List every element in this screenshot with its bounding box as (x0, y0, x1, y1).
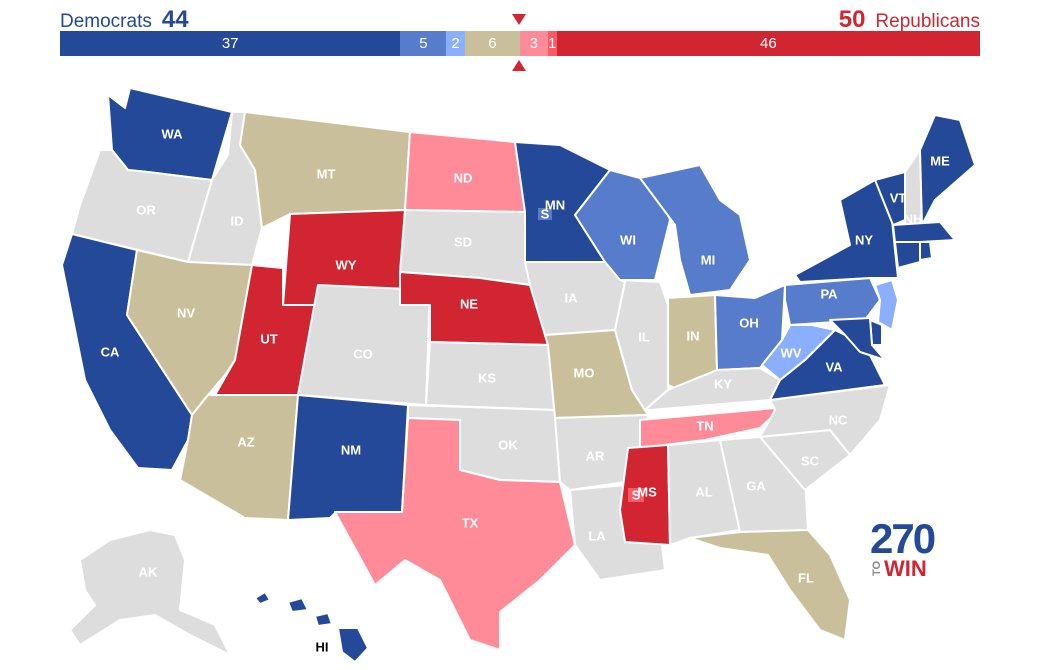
majority-marker-bottom (512, 60, 526, 71)
state-label-in: IN (687, 328, 700, 343)
logo-win: WIN (884, 556, 927, 581)
state-hi[interactable] (254, 591, 369, 663)
democrats-total: 44 (161, 6, 189, 33)
state-ri[interactable] (919, 241, 933, 261)
democrats-label: Democrats (60, 11, 152, 32)
state-label-fl: FL (798, 570, 814, 585)
state-label-pa: PA (820, 286, 838, 301)
logo-number: 270 (870, 515, 936, 562)
state-nm[interactable] (287, 394, 409, 521)
democrats-header: Democrats 44 (60, 6, 189, 34)
state-label-ia: IA (565, 290, 579, 305)
state-label-mn: MN (545, 197, 565, 212)
state-label-ks: KS (478, 370, 496, 385)
state-label-ak: AK (139, 564, 158, 579)
state-label-az: AZ (237, 434, 254, 449)
state-label-ok: OK (498, 437, 518, 452)
state-label-tn: TN (696, 418, 713, 433)
state-label-oh: OH (739, 315, 759, 330)
state-label-la: LA (588, 528, 606, 543)
state-label-or: OR (136, 202, 156, 217)
bar-segment-tossup: 6 (464, 31, 520, 56)
state-label-ga: GA (746, 478, 766, 493)
republicans-header: 50 Republicans (839, 6, 980, 34)
270towin-logo[interactable]: 270 TO WIN (870, 518, 945, 580)
majority-marker-top (512, 14, 526, 25)
special-election-label-mn: S (541, 206, 550, 221)
bar-segment-dem-lean: 2 (446, 31, 465, 56)
state-label-mt: MT (317, 166, 336, 181)
state-label-nv: NV (177, 305, 195, 320)
logo-to: TO (871, 560, 883, 576)
state-nc[interactable] (759, 384, 891, 456)
state-nv[interactable] (126, 249, 253, 416)
state-label-vt: VT (890, 190, 907, 205)
seat-balance-bar: 37 5 2 6 3 1 46 (60, 31, 980, 56)
state-label-wa: WA (162, 126, 184, 141)
state-label-nc: NC (829, 412, 848, 427)
state-label-id: ID (231, 213, 244, 228)
state-me[interactable] (919, 114, 976, 226)
state-label-ny: NY (855, 232, 873, 247)
state-wv[interactable] (761, 324, 836, 381)
state-label-wv: WV (781, 345, 802, 360)
state-label-hi: HI (316, 639, 329, 654)
state-md[interactable] (829, 317, 886, 361)
state-label-ky: KY (714, 376, 732, 391)
republicans-label: Republicans (875, 11, 980, 32)
state-ct[interactable] (894, 241, 921, 269)
special-election-ms[interactable] (628, 488, 644, 502)
state-label-ms: MS (637, 484, 657, 499)
state-label-il: IL (638, 329, 650, 344)
republicans-total: 50 (838, 6, 866, 33)
state-label-ne: NE (460, 296, 478, 311)
state-label-nh: NH (904, 211, 923, 226)
state-label-mo: MO (574, 365, 595, 380)
state-tx[interactable] (334, 417, 576, 651)
state-label-sd: SD (454, 234, 472, 249)
state-label-al: AL (695, 484, 712, 499)
state-label-wy: WY (336, 257, 357, 272)
state-nj[interactable] (874, 279, 899, 331)
bar-segment-dem-safe: 37 (60, 31, 401, 56)
state-ms[interactable] (619, 444, 671, 546)
state-label-nd: ND (454, 170, 473, 185)
state-mi[interactable] (639, 164, 751, 296)
state-label-ut: UT (260, 331, 277, 346)
state-label-mi: MI (701, 252, 715, 267)
state-az[interactable] (179, 394, 299, 521)
state-label-ar: AR (586, 448, 605, 463)
state-label-me: ME (930, 153, 950, 168)
bar-segment-rep-lean: 3 (519, 31, 548, 56)
state-label-co: CO (353, 346, 373, 361)
bar-segment-dem-likely: 5 (400, 31, 447, 56)
special-election-mn[interactable] (538, 208, 552, 220)
state-label-sc: SC (801, 453, 820, 468)
state-label-ca: CA (101, 344, 120, 359)
state-label-wi: WI (620, 232, 636, 247)
state-wi[interactable] (574, 169, 671, 281)
state-label-nm: NM (341, 442, 361, 457)
state-label-tx: TX (462, 515, 479, 530)
bar-segment-rep-likely: 1 (547, 31, 557, 56)
bar-segment-rep-safe: 46 (556, 31, 980, 56)
state-fl[interactable] (689, 529, 851, 641)
state-label-va: VA (825, 359, 843, 374)
state-ky[interactable] (644, 367, 781, 411)
state-ma[interactable] (892, 221, 956, 243)
state-ak[interactable] (69, 529, 231, 656)
special-election-label-ms: S (632, 487, 641, 502)
